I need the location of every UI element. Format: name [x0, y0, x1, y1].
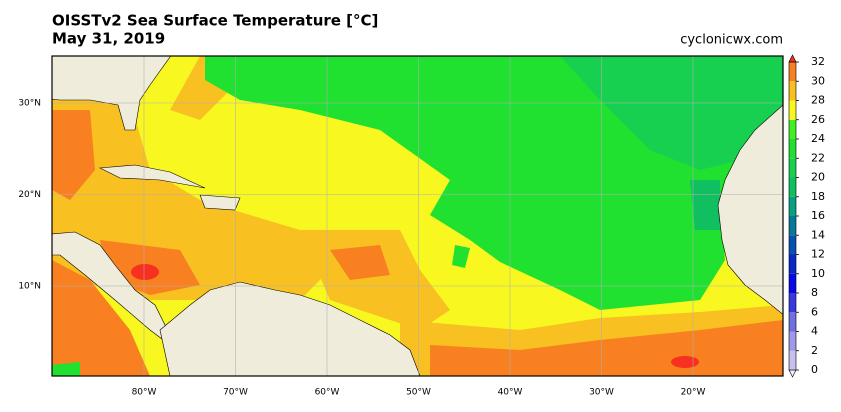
colorbar-tick-label: 4 — [811, 325, 818, 338]
colorbar-tick-label: 30 — [811, 74, 825, 87]
colorbar-segment — [789, 273, 796, 293]
colorbar-tick-label: 16 — [811, 209, 825, 222]
colorbar-segment — [789, 158, 796, 178]
graticule: 30°N 20°N 10°N 80°W 70°W 60°W 50°W 40°W 30°W 20°W — [18, 56, 783, 398]
colorbar-tick-label: 8 — [811, 286, 818, 299]
lon-label: 80°W — [132, 388, 157, 398]
colorbar-tick-label: 24 — [811, 132, 825, 145]
lon-label: 30°W — [589, 388, 614, 398]
colorbar-segment — [789, 81, 796, 101]
lon-label: 50°W — [406, 388, 431, 398]
title: OISSTv2 Sea Surface Temperature [°C] — [52, 12, 378, 30]
map-frame — [51, 55, 784, 377]
colorbar-tick-label: 22 — [811, 151, 825, 164]
credit: cyclonicwx.com — [680, 33, 783, 48]
colorbar-tick-label: 18 — [811, 190, 825, 203]
colorbar-tick-label: 28 — [811, 94, 825, 107]
colorbar-tick-label: 20 — [811, 171, 825, 184]
colorbar-segment — [789, 196, 796, 216]
colorbar-under — [788, 369, 797, 378]
colorbar-segment — [789, 119, 796, 139]
colorbar-tick-label: 0 — [811, 363, 818, 376]
lon-label: 60°W — [315, 388, 340, 398]
colorbar-segment — [789, 216, 796, 236]
lon-label: 20°W — [681, 388, 706, 398]
colorbar-tick-label: 26 — [811, 113, 825, 126]
lat-label: 20°N — [18, 190, 41, 200]
lon-label: 40°W — [498, 388, 523, 398]
colorbar-tick-label: 32 — [811, 55, 825, 68]
colorbar-segment — [789, 254, 796, 274]
subtitle: May 31, 2019 — [52, 30, 165, 48]
colorbar-segment — [789, 293, 796, 313]
colorbar-segment — [789, 62, 796, 82]
colorbar-tick-label: 2 — [811, 344, 818, 357]
colorbar-segment — [789, 312, 796, 332]
colorbar-segment — [789, 235, 796, 255]
colorbar-over — [788, 54, 797, 63]
colorbar-segment — [789, 350, 796, 370]
colorbar-segment — [789, 331, 796, 351]
colorbar-tick-label: 12 — [811, 248, 825, 261]
colorbar-segment — [789, 139, 796, 159]
sst-field — [52, 56, 783, 376]
colorbar-tick-label: 10 — [811, 267, 825, 280]
land — [52, 56, 783, 376]
colorbar-segment — [789, 177, 796, 197]
lat-label: 30°N — [18, 99, 41, 109]
lat-label: 10°N — [18, 282, 41, 292]
colorbar-tick-label: 14 — [811, 228, 825, 241]
colorbar-tick-label: 6 — [811, 305, 818, 318]
colorbar-segment — [789, 100, 796, 120]
lon-label: 70°W — [223, 388, 248, 398]
